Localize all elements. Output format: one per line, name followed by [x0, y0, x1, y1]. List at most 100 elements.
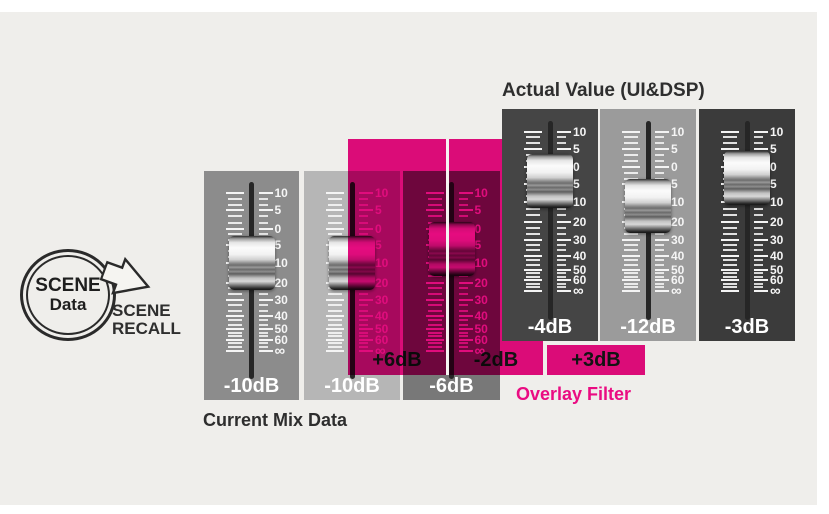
scale-tick-minor	[227, 304, 242, 307]
scale-label: 20	[573, 214, 587, 229]
scale-tick-minor	[557, 207, 566, 210]
scale-tick-major	[557, 254, 571, 257]
scale-label: 60	[573, 272, 587, 287]
scale-tick-minor	[624, 232, 638, 235]
scale-tick-major	[524, 278, 542, 281]
fader-value-label: -3dB	[724, 316, 770, 338]
scale-tick-minor	[258, 221, 268, 224]
scale-tick-minor	[655, 244, 664, 247]
scale-tick-minor	[655, 142, 664, 145]
scale-label: 40	[770, 248, 784, 263]
scale-tick-minor	[557, 214, 566, 217]
scale-tick-major	[655, 130, 669, 133]
overlay-value-label: -2dB	[473, 349, 519, 371]
scale-tick-minor	[258, 304, 268, 307]
fader-cap	[724, 150, 770, 205]
scale-label: 30	[671, 232, 685, 247]
scale-tick-minor	[227, 293, 242, 296]
fader-strip: 10 5 0 5 10 20 30 40 50 60 ∞ -4dB	[502, 109, 598, 341]
scale-label: 10	[770, 124, 784, 139]
scale-tick-minor	[723, 214, 737, 217]
scale-tick-minor	[557, 282, 566, 285]
scale-tick-major	[754, 220, 768, 223]
scale-tick-minor	[227, 335, 242, 338]
scale-tick-minor	[723, 136, 737, 139]
scale-tick-minor	[754, 275, 763, 278]
scale-tick-major	[557, 220, 571, 223]
scale-label: 10	[274, 256, 288, 271]
scale-tick-major	[754, 238, 768, 241]
scale-tick-major	[225, 209, 244, 212]
scale-tick-major	[721, 147, 739, 150]
scale-tick-minor	[557, 142, 566, 145]
scale-tick-minor	[328, 197, 342, 200]
scale-label: 10	[274, 186, 288, 201]
scale-tick-minor	[258, 323, 268, 326]
scale-tick-minor	[526, 136, 540, 139]
scale-label: 40	[274, 308, 288, 323]
scale-tick-minor	[754, 142, 763, 145]
scale-tick-major	[754, 254, 768, 257]
scale-tick-major	[622, 254, 640, 257]
scale-tick-minor	[557, 136, 566, 139]
scale-tick-major	[622, 238, 640, 241]
scale-label: ∞	[573, 282, 584, 300]
scale-tick-major	[721, 254, 739, 257]
scale-label: 5	[274, 238, 282, 253]
scale-label: 20	[770, 214, 784, 229]
scale-tick-major	[524, 238, 542, 241]
scene-badge-line2: Data	[49, 295, 87, 315]
scale-tick-minor	[754, 244, 763, 247]
scale-label: 10	[671, 124, 685, 139]
scene-recall-line1: SCENE	[112, 301, 171, 320]
scale-label: 60	[770, 272, 784, 287]
scene-recall-line2: RECALL	[112, 318, 181, 338]
scale-tick-major	[622, 268, 640, 271]
scale-tick-major	[258, 298, 273, 301]
scale-tick-major	[622, 278, 640, 281]
scale-tick-minor	[328, 203, 342, 206]
scale-tick-minor	[557, 244, 566, 247]
scale-tick-minor	[754, 282, 763, 285]
scale-tick-major	[655, 166, 669, 169]
scale-tick-minor	[258, 233, 268, 236]
scale-label: 5	[274, 203, 282, 218]
scale-tick-minor	[526, 207, 540, 210]
fader-value-label: -12dB	[620, 316, 676, 338]
scale-tick-major	[225, 314, 244, 317]
scale-tick-minor	[557, 259, 566, 262]
scale-tick-minor	[328, 345, 342, 348]
overlay-filter-rect: +3dB	[547, 345, 645, 375]
scale-label: 10	[770, 195, 784, 210]
fader-strip: 10 5 0 5 10 20 30 40 50 60 ∞ -3dB	[699, 109, 795, 341]
scale-tick-minor	[557, 226, 566, 229]
scale-tick-minor	[328, 304, 342, 307]
scale-tick-minor	[557, 286, 566, 289]
scale-tick-major	[557, 278, 571, 281]
scale-tick-major	[326, 338, 344, 341]
scale-label: 5	[770, 141, 777, 156]
scale-label: 20	[274, 275, 288, 290]
scale-tick-major	[258, 328, 273, 331]
scale-tick-major	[721, 268, 739, 271]
scale-tick-minor	[624, 160, 638, 163]
scale-label: 0	[573, 160, 580, 175]
scale-tick-major	[524, 147, 542, 150]
fader-value-label: -10dB	[324, 375, 380, 397]
scale-tick-major	[326, 209, 344, 212]
scale-tick-minor	[258, 197, 268, 200]
scale-tick-minor	[624, 244, 638, 247]
scale-tick-major	[524, 254, 542, 257]
scale-tick-minor	[754, 136, 763, 139]
scale-tick-minor	[723, 272, 737, 275]
scale-tick-minor	[328, 331, 342, 334]
scale-tick-minor	[655, 177, 664, 180]
scale-tick-minor	[258, 342, 268, 345]
scale-tick-minor	[328, 233, 342, 236]
scale-tick-minor	[227, 203, 242, 206]
scale-label: 5	[573, 141, 580, 156]
scale-tick-major	[326, 349, 344, 352]
scale-tick-minor	[624, 259, 638, 262]
scale-tick-minor	[624, 272, 638, 275]
